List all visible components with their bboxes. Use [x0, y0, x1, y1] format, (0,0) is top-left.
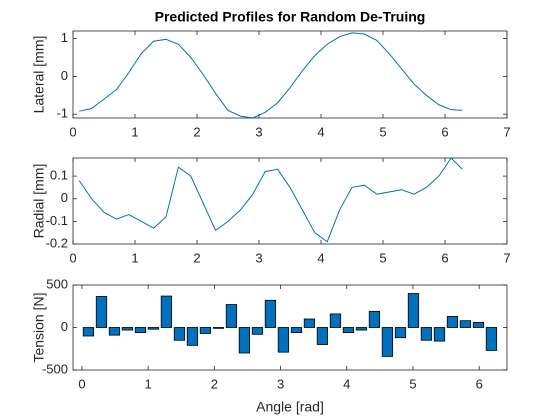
bar	[251, 327, 264, 335]
x-tick-label: 2	[211, 376, 218, 391]
bar	[108, 327, 121, 336]
bar	[329, 313, 342, 328]
x-tick-label: 4	[317, 124, 324, 139]
bar	[225, 304, 238, 328]
chart-title: Predicted Profiles for Random De-Truing	[155, 9, 426, 25]
x-tick-label: 1	[131, 124, 138, 139]
x-axis-label: Angle [rad]	[256, 399, 324, 415]
y-tick-label: -0.2	[46, 235, 68, 250]
x-tick-label: 5	[409, 376, 416, 391]
axes-box	[72, 157, 508, 245]
x-tick-label: 0	[69, 124, 76, 139]
bar	[303, 318, 316, 328]
bar	[186, 327, 199, 346]
x-tick-label: 6	[476, 376, 483, 391]
y-tick-label: 500	[46, 276, 68, 291]
y-tick-label: -1	[56, 106, 68, 121]
bar	[355, 327, 368, 331]
y-tick-label: 0.1	[50, 168, 68, 183]
bar	[147, 327, 160, 330]
bar	[433, 327, 446, 342]
y-axis-label: Radial [mm]	[31, 164, 47, 239]
bar	[134, 327, 147, 333]
plot-area	[73, 31, 507, 118]
bar	[368, 310, 381, 328]
x-tick-label: 3	[255, 124, 262, 139]
x-tick-label: 0	[78, 376, 85, 391]
x-tick-label: 1	[145, 376, 152, 391]
bar	[264, 299, 277, 328]
y-tick-label: -500	[42, 361, 68, 376]
bar	[381, 327, 394, 357]
bar	[472, 321, 485, 328]
x-tick-label: 4	[343, 376, 350, 391]
x-tick-label: 5	[379, 250, 386, 265]
bar	[121, 327, 134, 331]
x-tick-label: 2	[193, 250, 200, 265]
y-tick-label: -0.1	[46, 213, 68, 228]
x-tick-label: 3	[277, 376, 284, 391]
x-tick-label: 3	[255, 250, 262, 265]
bar	[290, 327, 303, 333]
y-tick-label: 0	[61, 190, 68, 205]
bar	[173, 327, 186, 341]
x-tick-label: 2	[193, 124, 200, 139]
bar	[446, 316, 459, 328]
x-tick-label: 6	[441, 250, 448, 265]
bar	[342, 327, 355, 333]
bar	[95, 296, 108, 328]
x-tick-label: 6	[441, 124, 448, 139]
y-tick-label: 1	[61, 30, 68, 45]
bar	[82, 327, 95, 337]
bar	[277, 327, 290, 353]
x-tick-label: 5	[379, 124, 386, 139]
bar	[212, 327, 225, 329]
bar	[420, 327, 433, 341]
bar	[160, 295, 173, 328]
bar	[199, 327, 212, 334]
x-tick-label: 1	[131, 250, 138, 265]
y-tick-label: 0	[61, 68, 68, 83]
x-tick-label: 7	[503, 250, 510, 265]
bar	[485, 327, 498, 351]
data-line	[79, 32, 463, 118]
x-tick-label: 0	[69, 250, 76, 265]
bar	[459, 320, 472, 328]
y-axis-label: Tension [N]	[31, 292, 47, 362]
bar	[238, 327, 251, 354]
bar	[316, 327, 329, 345]
axes-box	[72, 30, 508, 119]
y-tick-label: 0	[61, 319, 68, 334]
data-line	[78, 158, 463, 243]
bar	[394, 327, 407, 339]
y-axis-label: Lateral [mm]	[31, 36, 47, 114]
x-tick-label: 4	[317, 250, 324, 265]
x-tick-label: 7	[503, 124, 510, 139]
bar	[407, 293, 420, 328]
plot-area	[73, 158, 507, 244]
